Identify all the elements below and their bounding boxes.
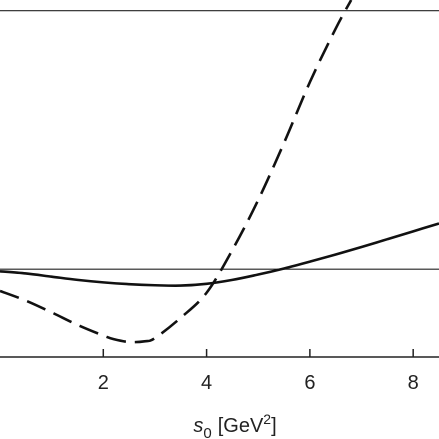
series-line-dashed xyxy=(0,0,353,344)
reference-lines xyxy=(0,10,439,270)
x-tick-label-4: 4 xyxy=(201,372,212,394)
x-tick-label-8: 8 xyxy=(408,372,419,394)
x-axis-var: s xyxy=(193,415,203,437)
x-tick-label-2: 2 xyxy=(98,372,109,394)
x-ticks: 2 4 6 8 xyxy=(98,349,419,394)
x-axis-sub: 0 xyxy=(203,425,211,439)
series-group xyxy=(0,0,439,344)
x-axis-unit-sup: 2 xyxy=(263,411,271,427)
x-axis-unit-post: ] xyxy=(271,415,277,437)
x-tick-label-6: 6 xyxy=(304,372,315,394)
x-axis-title: s0 [GeV2] xyxy=(193,411,276,439)
series-line-solid xyxy=(0,222,439,287)
x-axis-unit-pre: [GeV xyxy=(218,415,264,437)
